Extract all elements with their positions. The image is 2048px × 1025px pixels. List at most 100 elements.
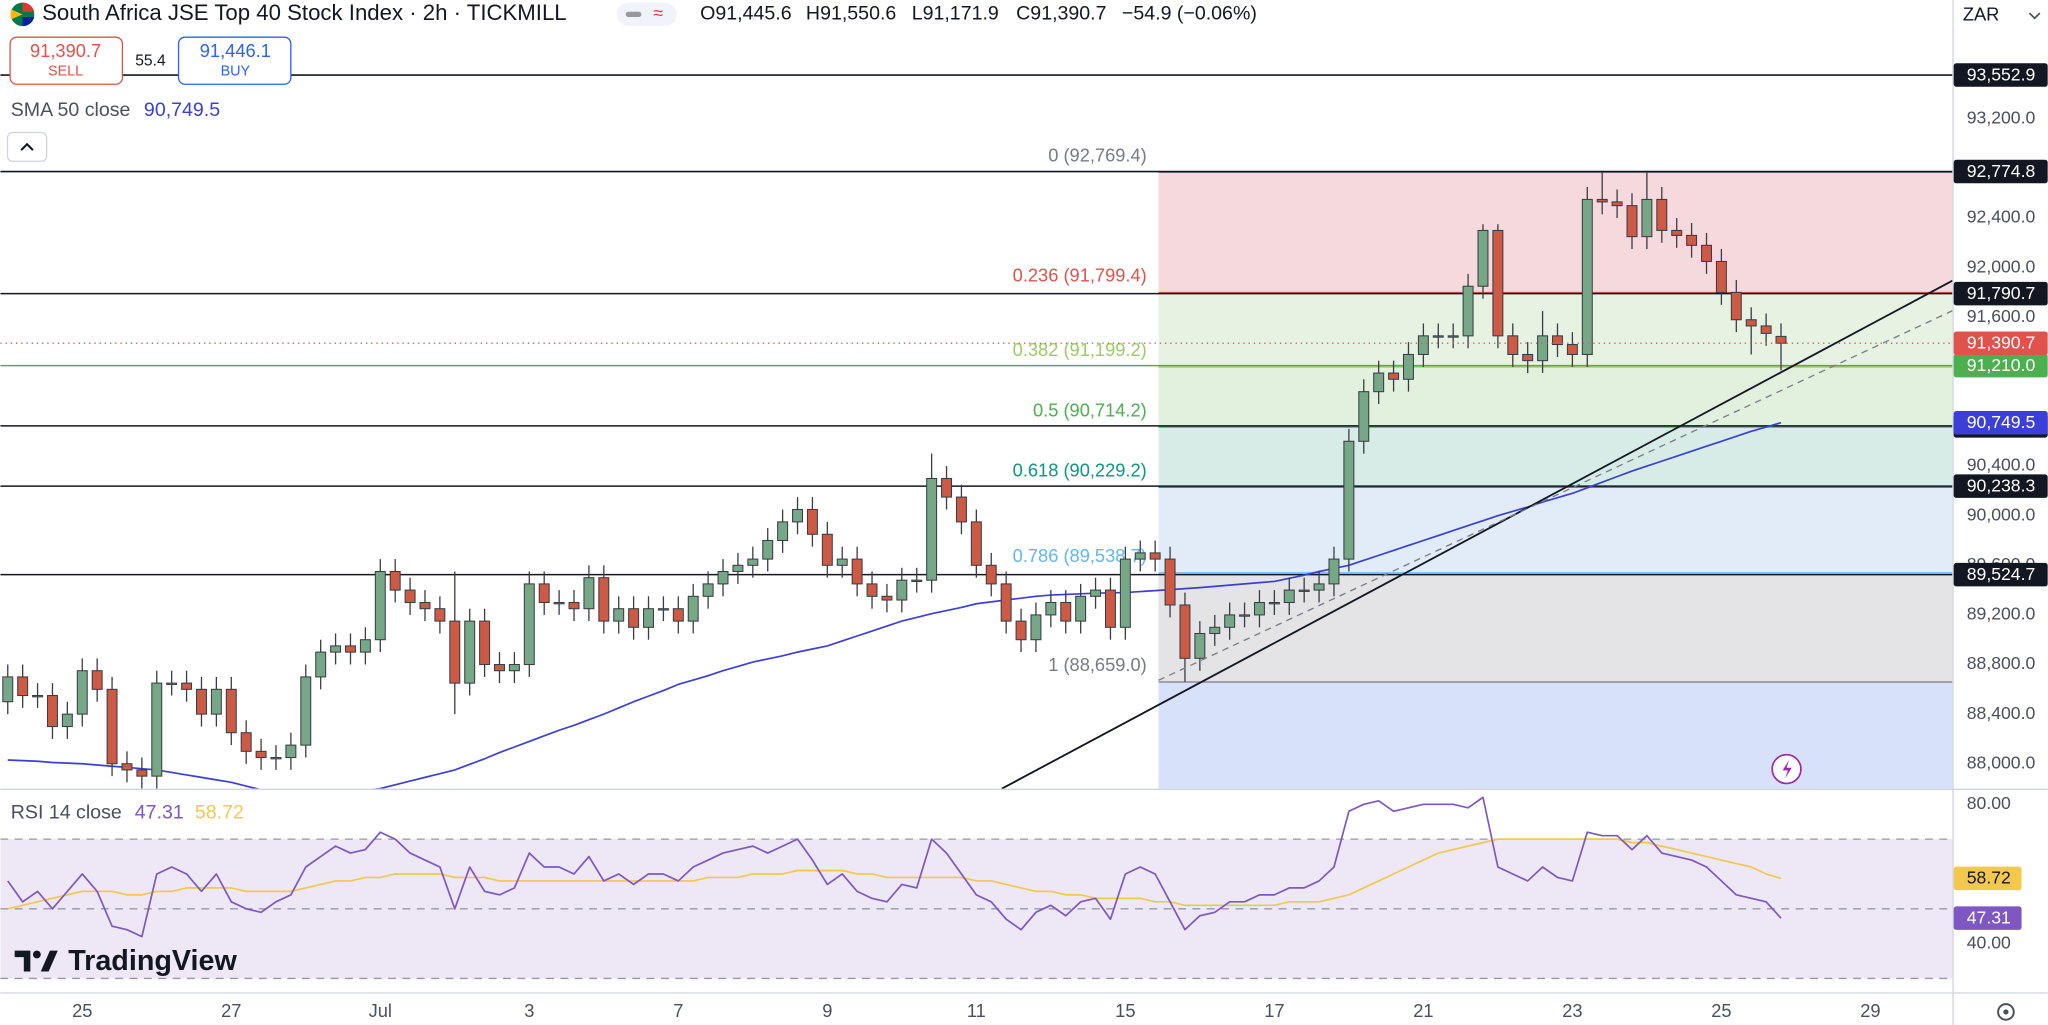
candle-body (419, 601, 431, 610)
price-tag (1953, 410, 2048, 435)
fib-zone (1158, 292, 1953, 367)
candle-body (1179, 604, 1191, 659)
price-tag (1953, 281, 2048, 306)
logo-text: TradingView (68, 945, 237, 977)
candle-body (1581, 198, 1593, 355)
settings-icon[interactable] (1997, 1003, 2015, 1021)
fib-zone (1158, 682, 1953, 789)
trendline (1001, 279, 1953, 790)
candle-body (479, 620, 491, 666)
x-tick-label: 25 (72, 1000, 92, 1021)
fib-zone (1158, 572, 1953, 683)
candle-body (643, 608, 654, 628)
candle-body (821, 533, 833, 566)
x-tick-label: 7 (673, 1000, 683, 1021)
candle-body (1641, 198, 1653, 238)
price-pane: 0 (92,769.4) 0.236 (91,799.4) 0.382 (91,19… (0, 74, 1953, 789)
candle-body (1775, 335, 1787, 344)
y-tick-label: 88,000.0 (1967, 752, 2036, 772)
price-tag-label: 90,749.5 (1967, 412, 2036, 432)
collapse-button[interactable] (6, 131, 48, 162)
x-tick-label: 15 (1115, 1000, 1135, 1021)
candle-body (166, 682, 178, 685)
candle-body (91, 670, 103, 690)
x-tick-label: Jul (369, 1000, 392, 1021)
y-tick-label: 88,800.0 (1967, 653, 2036, 673)
rsi-tag (1953, 866, 2022, 891)
x-tick-label: 25 (1711, 1000, 1731, 1021)
candle-body (1730, 291, 1742, 321)
x-tick-label: 9 (822, 1000, 832, 1021)
rsi-pane (0, 796, 1953, 980)
candle-body (240, 732, 252, 752)
candle-body (270, 757, 282, 760)
candle-body (359, 639, 371, 653)
candle-body (1343, 440, 1355, 560)
candle-body (1030, 614, 1042, 641)
indicator-pills[interactable] (616, 2, 677, 27)
candle-body (851, 558, 863, 585)
candle-body (926, 477, 938, 581)
candle-body (1298, 589, 1310, 592)
candle-body (553, 601, 565, 605)
y-tick-label: 90,000.0 (1967, 504, 2036, 524)
sma-legend-value: 90,749.5 (144, 99, 220, 121)
candle-body (508, 663, 520, 672)
x-tick-label: 23 (1562, 1000, 1582, 1021)
candle-body (1373, 372, 1385, 393)
candle-body (657, 608, 669, 611)
candle-body (1447, 335, 1459, 338)
candle-body (1194, 632, 1206, 659)
buy-button[interactable] (177, 36, 292, 85)
price-tag-label: 91,790.7 (1967, 283, 2036, 303)
candle-body (1701, 244, 1712, 262)
candle-body (1596, 198, 1608, 203)
ohlc-low: L91,171.9 (912, 3, 999, 25)
candle-body (121, 763, 133, 771)
candle-body (330, 645, 342, 653)
candle-body (1075, 595, 1087, 622)
flag-icon-part (22, 16, 35, 27)
candle-body (1268, 601, 1280, 605)
candle-body (464, 620, 476, 684)
x-tick-label: 11 (967, 1000, 986, 1021)
fib-label: 1 (88,659.0) (1048, 654, 1147, 675)
currency[interactable]: ZAR (1963, 3, 2000, 24)
candle-body (32, 694, 44, 698)
flag-icon-part (10, 9, 23, 20)
candle-body (76, 670, 88, 715)
buy-price: 91,446.1 (200, 40, 271, 61)
rsi-tag-label: 58.72 (1967, 868, 2011, 888)
candle-body (225, 688, 237, 734)
candle-body (896, 579, 908, 601)
logo-mark (14, 950, 31, 972)
candle-body (598, 577, 610, 622)
header-bg (0, 0, 1953, 29)
candle-body (404, 589, 416, 604)
rsi-line (7, 796, 1782, 938)
fib-zone (1158, 487, 1953, 573)
sell-button[interactable] (9, 36, 124, 85)
candle-body (315, 651, 327, 678)
candle-body (389, 570, 401, 591)
pill-icon: ≈ (653, 2, 663, 23)
candle-body (1552, 335, 1563, 346)
candle-body (181, 682, 193, 690)
candle-body (345, 645, 356, 653)
candle-body (1134, 552, 1146, 560)
y-tick-label: 93,200.0 (1967, 107, 2036, 127)
candle-body (866, 583, 878, 597)
x-tick-label: 27 (221, 1000, 241, 1021)
candle-body (717, 570, 729, 585)
sell-label: SELL (48, 64, 83, 80)
candle-body (1477, 229, 1489, 287)
rsi-tick-label: 40.00 (1967, 932, 2011, 952)
candle-body (1432, 335, 1444, 338)
logo-mark (40, 950, 58, 972)
rsi-tick-label: 80.00 (1967, 793, 2011, 813)
fib-label: 0.5 (90,714.2) (1033, 399, 1147, 420)
candle-body (1015, 620, 1027, 641)
candle-body (1209, 626, 1221, 635)
price-tag (1953, 474, 2048, 498)
